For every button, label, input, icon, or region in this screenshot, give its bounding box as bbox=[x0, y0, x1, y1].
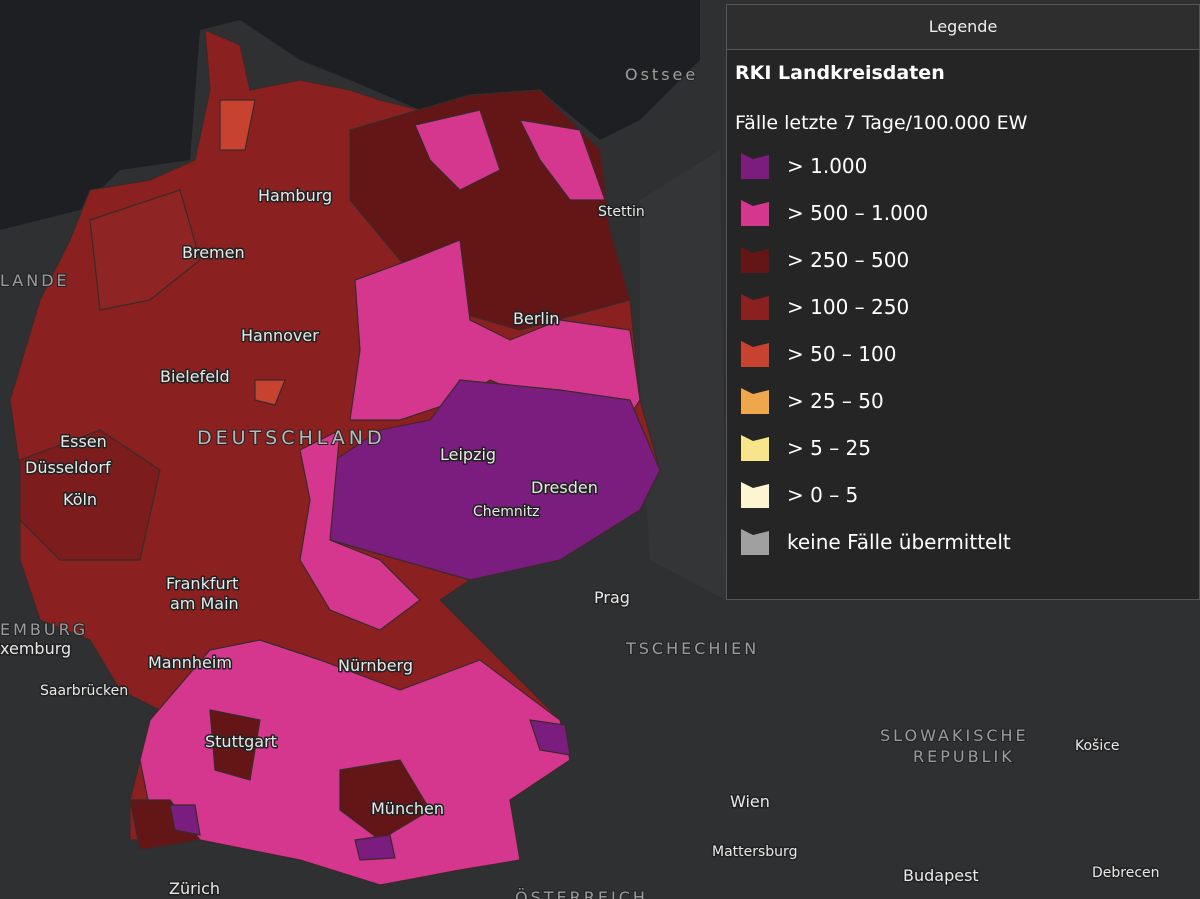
city-label: Prag bbox=[594, 588, 630, 607]
legend-header[interactable]: Legende bbox=[727, 5, 1199, 50]
legend-swatch bbox=[741, 152, 769, 179]
legend-label: > 250 – 500 bbox=[787, 247, 910, 272]
legend-item: > 250 – 500 bbox=[727, 236, 1199, 283]
swatch-shape bbox=[741, 246, 769, 273]
district-group bbox=[219, 99, 256, 151]
district-group bbox=[299, 428, 421, 631]
city-label: Bielefeld bbox=[160, 367, 230, 386]
legend-label: > 0 – 5 bbox=[787, 482, 859, 507]
city-label: Budapest bbox=[903, 866, 979, 885]
city-label: München bbox=[371, 799, 444, 818]
legend-items: > 1.000 > 500 – 1.000 > 250 – 500 > 100 – 2… bbox=[727, 142, 1199, 565]
swatch-shape bbox=[741, 293, 769, 320]
city-label: Bremen bbox=[182, 243, 245, 262]
city-label: Mattersburg bbox=[712, 844, 797, 860]
legend-label: > 100 – 250 bbox=[787, 294, 910, 319]
city-label: Chemnitz bbox=[473, 504, 540, 520]
swatch-shape bbox=[741, 152, 769, 179]
sea bbox=[0, 0, 700, 230]
city-label: Košice bbox=[1075, 738, 1120, 754]
districts bbox=[9, 29, 661, 886]
labels: Hamburg Bremen Berlin Hannover Bielefeld… bbox=[0, 64, 1161, 899]
legend-swatch bbox=[741, 199, 769, 226]
city-label: Hamburg bbox=[258, 186, 332, 205]
legend-item: > 1.000 bbox=[727, 142, 1199, 189]
city-label: Köln bbox=[63, 490, 97, 509]
city-label: Debrecen bbox=[1092, 865, 1160, 881]
district-group bbox=[518, 119, 606, 201]
legend-panel: Legende RKI Landkreisdaten Fälle letzte … bbox=[726, 4, 1200, 600]
swatch-shape bbox=[741, 434, 769, 461]
district-group bbox=[89, 189, 201, 311]
legend-swatch bbox=[741, 246, 769, 273]
city-label: Essen bbox=[60, 432, 107, 451]
swatch-shape bbox=[741, 387, 769, 414]
city-label: Dresden bbox=[531, 478, 598, 497]
area-label: DEUTSCHLAND bbox=[197, 427, 386, 449]
poland bbox=[640, 150, 726, 600]
legend-swatch bbox=[741, 293, 769, 320]
legend-label: > 50 – 100 bbox=[787, 341, 897, 366]
legend-title: RKI Landkreisdaten bbox=[735, 62, 945, 84]
district-group bbox=[529, 719, 571, 756]
district-group bbox=[19, 429, 161, 561]
legend-label: > 500 – 1.000 bbox=[787, 200, 929, 225]
city-label: Leipzig bbox=[440, 445, 496, 464]
legend-item: > 25 – 50 bbox=[727, 377, 1199, 424]
district-group bbox=[209, 709, 261, 781]
district-group bbox=[254, 379, 286, 406]
swatch-shape bbox=[741, 340, 769, 367]
legend-item: > 100 – 250 bbox=[727, 283, 1199, 330]
legend-item: keine Fälle übermittelt bbox=[727, 518, 1199, 565]
city-label: Nürnberg bbox=[338, 656, 413, 675]
legend-label: > 5 – 25 bbox=[787, 435, 872, 460]
city-label: xemburg bbox=[0, 639, 71, 658]
city-label: Stettin bbox=[598, 204, 645, 220]
legend-subtitle: Fälle letzte 7 Tage/100.000 EW bbox=[735, 112, 1028, 134]
legend-label: keine Fälle übermittelt bbox=[787, 529, 1011, 554]
legend-label: > 1.000 bbox=[787, 153, 868, 178]
city-label: Zürich bbox=[169, 879, 220, 898]
legend-item: > 5 – 25 bbox=[727, 424, 1199, 471]
swatch-shape bbox=[741, 481, 769, 508]
legend-swatch bbox=[741, 387, 769, 414]
legend-swatch bbox=[741, 434, 769, 461]
district-group bbox=[354, 834, 396, 861]
city-label: Mannheim bbox=[148, 653, 232, 672]
legend-swatch bbox=[741, 340, 769, 367]
area-label: TSCHECHIEN bbox=[625, 639, 759, 658]
swatch-shape bbox=[741, 199, 769, 226]
city-label: Frankfurt bbox=[166, 574, 238, 593]
city-label: Wien bbox=[730, 792, 770, 811]
area-label: ÖSTERREICH bbox=[515, 888, 648, 899]
area-label: LANDE bbox=[0, 271, 70, 290]
area-label: SLOWAKISCHE bbox=[880, 726, 1029, 745]
legend-item: > 500 – 1.000 bbox=[727, 189, 1199, 236]
city-label: am Main bbox=[170, 594, 239, 613]
area-label: REPUBLIK bbox=[913, 747, 1015, 766]
district-group bbox=[129, 799, 202, 851]
legend-item: > 50 – 100 bbox=[727, 330, 1199, 377]
area-label: Ostsee bbox=[625, 65, 698, 84]
city-label: Hannover bbox=[241, 326, 319, 345]
district-group bbox=[319, 379, 661, 581]
legend-swatch bbox=[741, 481, 769, 508]
city-label: Düsseldorf bbox=[25, 458, 111, 477]
district-group bbox=[414, 109, 501, 191]
city-label: Saarbrücken bbox=[40, 683, 128, 699]
legend-swatch bbox=[741, 528, 769, 555]
swatch-shape bbox=[741, 528, 769, 555]
legend-label: > 25 – 50 bbox=[787, 388, 884, 413]
district-group bbox=[339, 759, 431, 841]
district-group bbox=[169, 804, 201, 836]
legend-item: > 0 – 5 bbox=[727, 471, 1199, 518]
city-label: Stuttgart bbox=[205, 732, 277, 751]
city-label: Berlin bbox=[513, 309, 559, 328]
area-label: EMBURG bbox=[0, 620, 88, 639]
